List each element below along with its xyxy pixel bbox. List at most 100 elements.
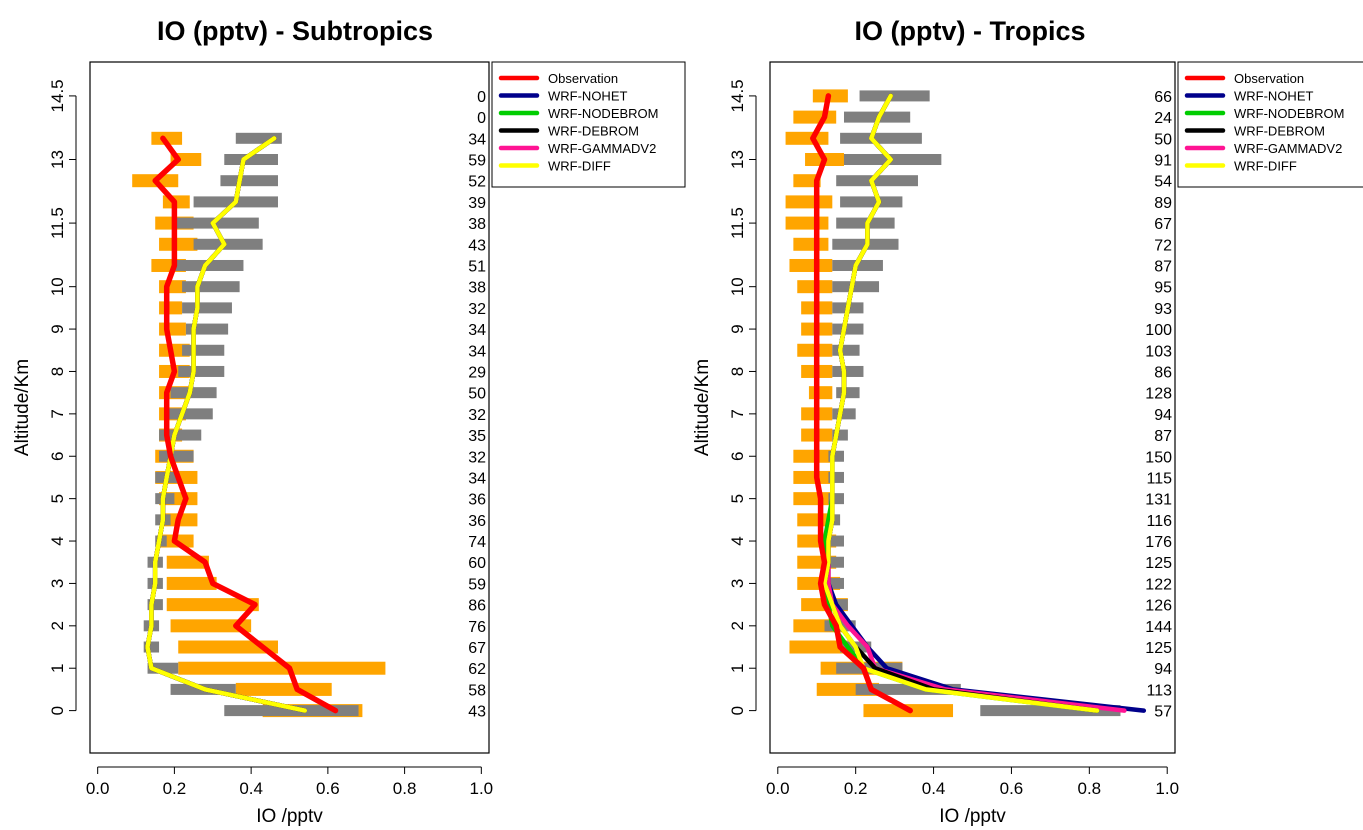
observation-range-bar	[808, 386, 833, 400]
chart-title: IO (pptv) - Tropics	[854, 16, 1085, 46]
model-range-bar	[832, 408, 856, 420]
observation-range-bar	[166, 598, 259, 612]
model-range-bar	[832, 365, 864, 377]
observation-range-bar	[793, 110, 837, 124]
model-range-bar	[235, 132, 282, 144]
sample-count-label: 34	[468, 322, 486, 339]
sample-count-label: 34	[468, 131, 486, 148]
sample-count-label: 126	[1145, 598, 1172, 615]
y-tick-label: 1	[48, 663, 67, 672]
observation-range-bar	[785, 216, 829, 230]
sample-count-label: 60	[468, 555, 486, 572]
tropics-panel: IO (pptv) - Tropics 0.0 0.2 0.4 0.6 0.8 1.0 IO …	[692, 16, 1363, 827]
x-tick-label: 0.0	[86, 779, 110, 798]
sample-count-label: 54	[1154, 174, 1172, 191]
model-range-bar	[832, 323, 864, 335]
sample-count-label: 66	[1154, 89, 1172, 106]
legend-entry: WRF-DIFF	[548, 159, 611, 174]
observation-range-bar	[159, 301, 183, 315]
observation-range-bar	[785, 131, 829, 145]
sample-count-label: 122	[1145, 576, 1172, 593]
sample-count-label: 113	[1146, 682, 1172, 699]
sample-count-label: 32	[468, 449, 486, 466]
model-range-bar	[159, 450, 194, 462]
sample-count-label: 125	[1145, 640, 1172, 657]
y-tick-label: 4	[48, 536, 67, 545]
sample-count-label: 35	[468, 428, 486, 445]
sample-count-label: 43	[468, 237, 486, 254]
series-line-wrf-diff	[145, 136, 308, 713]
sample-count-label: 89	[1154, 195, 1172, 212]
model-range-bar	[193, 238, 263, 250]
model-range-bar	[859, 90, 930, 102]
legend-entry: WRF-DEBROM	[1234, 124, 1325, 139]
y-tick-label: 0	[728, 706, 747, 715]
sample-count-label: 93	[1154, 301, 1172, 318]
sample-count-label: 36	[468, 492, 486, 509]
y-tick-label: 2	[48, 621, 67, 630]
model-range-bar	[159, 429, 202, 441]
subtropics-panel: IO (pptv) - Subtropics 0.0 0.2 0.4 0.6 0.8 1.0…	[12, 16, 686, 827]
sample-count-label: 51	[468, 258, 486, 275]
y-tick-label: 13	[728, 150, 747, 169]
sample-count-label: 94	[1154, 661, 1172, 678]
model-range-bar	[828, 471, 844, 483]
sample-count-label: 29	[468, 364, 486, 381]
x-axis-label: IO /pptv	[939, 806, 1006, 827]
x-tick-label: 0.4	[922, 779, 946, 798]
series-line-observation	[152, 135, 339, 714]
sample-count-label: 24	[1154, 110, 1172, 127]
y-tick-label: 9	[48, 324, 67, 333]
sample-count-label: 74	[468, 534, 486, 551]
series-line-observation	[810, 93, 913, 714]
model-range-bar	[182, 302, 232, 314]
sample-count-label: 116	[1146, 513, 1172, 530]
y-tick-label: 6	[728, 452, 747, 461]
y-axis-label: Altitude/Km	[12, 359, 33, 456]
sample-count-label: 150	[1145, 449, 1172, 466]
observation-range-bar	[789, 640, 848, 654]
observation-range-bar	[170, 619, 252, 633]
sample-count-label: 38	[468, 216, 486, 233]
model-range-bar	[182, 344, 225, 356]
x-tick-label: 1.0	[1155, 779, 1179, 798]
observation-range-bar	[793, 492, 833, 506]
series-line-wrf-debrom	[822, 93, 1100, 713]
sample-count-label: 100	[1145, 322, 1172, 339]
sample-count-label: 76	[468, 619, 486, 636]
y-tick-label: 10	[48, 277, 67, 296]
model-range-bar	[178, 365, 225, 377]
sample-count-label: 34	[468, 343, 486, 360]
sample-count-label: 34	[468, 470, 486, 487]
sample-count-label: 32	[468, 407, 486, 424]
model-range-bar	[832, 429, 848, 441]
sample-count-label: 57	[1154, 704, 1172, 721]
model-range-bar	[840, 132, 922, 144]
legend: Observation WRF-NOHET WRF-NODEBROM WRF-DEBR…	[1177, 61, 1363, 188]
series-line-wrf-diff	[822, 93, 1100, 713]
observation-range-bar	[793, 470, 833, 484]
y-tick-label: 8	[728, 367, 747, 376]
observation-range-bar	[159, 237, 198, 251]
sample-count-label: 125	[1145, 555, 1172, 572]
observation-range-bar	[178, 640, 278, 654]
y-tick-label: 2	[728, 621, 747, 630]
sample-count-label: 59	[468, 576, 486, 593]
model-range-bar	[174, 259, 244, 271]
x-tick-label: 0.6	[1000, 779, 1024, 798]
sample-count-label: 103	[1145, 343, 1172, 360]
y-tick-label: 3	[48, 579, 67, 588]
model-range-bar	[828, 577, 844, 589]
model-range-bar	[185, 323, 229, 335]
sample-count-label: 115	[1146, 470, 1172, 487]
plot-frame	[89, 61, 490, 754]
model-range-bar	[828, 450, 844, 462]
y-tick-label: 14.5	[48, 79, 67, 112]
model-range-bar	[170, 387, 217, 399]
sample-count-label: 59	[468, 153, 486, 170]
x-tick-label: 0.2	[844, 779, 868, 798]
legend-entry: WRF-DEBROM	[548, 124, 639, 139]
sample-count-label: 38	[468, 280, 486, 297]
sample-count-label: 94	[1154, 407, 1172, 424]
